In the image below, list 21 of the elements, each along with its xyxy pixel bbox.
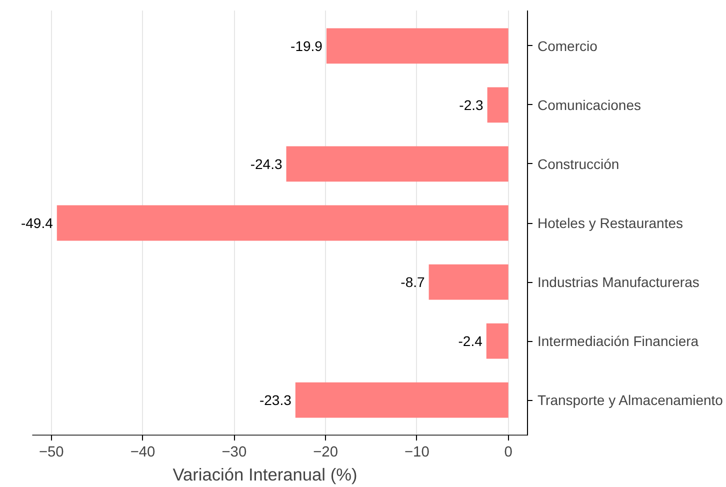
y-tick-label: Comunicaciones <box>538 96 641 113</box>
data-label: -24.3 <box>250 156 282 172</box>
x-tick-label: −50 <box>38 444 64 460</box>
y-tick-label: Comercio <box>538 38 598 54</box>
data-label: -2.4 <box>458 333 483 350</box>
x-tick-label: 0 <box>504 444 512 460</box>
data-label: -19.9 <box>290 38 323 54</box>
y-tick-label: Industrias Manufactureras <box>538 274 700 290</box>
data-label: -8.7 <box>400 274 426 290</box>
y-tick-label: Transporte y Almacenamiento <box>538 392 724 408</box>
x-axis-title: Variación Interanual (%) <box>172 464 358 484</box>
x-tick-label: −30 <box>222 444 247 460</box>
data-label: -2.3 <box>459 96 484 113</box>
x-tick-label: −40 <box>130 444 156 460</box>
x-tick-label: −10 <box>404 444 430 460</box>
y-tick-label: Construcción <box>538 156 620 172</box>
data-label: -49.4 <box>20 215 54 231</box>
y-tick-label: Hoteles y Restaurantes <box>538 215 684 231</box>
x-tick-label: −20 <box>313 444 338 460</box>
y-tick-label: Intermediación Financiera <box>538 333 699 350</box>
data-label: -23.3 <box>259 392 292 408</box>
